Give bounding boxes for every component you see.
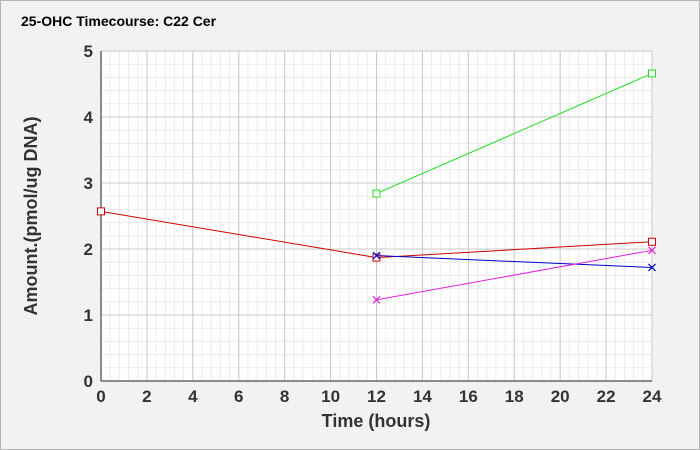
data-point-marker <box>648 69 656 78</box>
data-point-marker <box>648 263 656 272</box>
x-tick-label: 6 <box>234 387 243 406</box>
series-1 <box>97 207 656 262</box>
axes <box>100 51 652 382</box>
series-layer <box>97 69 656 304</box>
x-tick-label: 2 <box>142 387 151 406</box>
data-point-marker <box>372 251 381 260</box>
y-tick-label: 4 <box>84 108 94 127</box>
y-tick-label: 3 <box>84 174 93 193</box>
series-3 <box>372 251 656 272</box>
y-tick-label: 2 <box>84 240 93 259</box>
x-tick-label: 18 <box>505 387 524 406</box>
x-tick-labels: 0 2 4 6 8 10 12 14 16 18 20 22 24 <box>96 387 662 406</box>
series-line <box>376 255 653 268</box>
data-point-marker <box>372 189 381 198</box>
x-tick-label: 8 <box>280 387 289 406</box>
y-tick-labels: 0 1 2 3 4 5 <box>84 42 94 391</box>
x-tick-label: 0 <box>96 387 105 406</box>
x-tick-label: 16 <box>459 387 478 406</box>
y-tick-label: 1 <box>84 306 93 325</box>
series-4 <box>372 246 656 304</box>
x-tick-label: 4 <box>188 387 198 406</box>
y-tick-label: 5 <box>84 42 93 61</box>
data-point-marker <box>372 295 381 304</box>
data-point-marker <box>372 253 381 262</box>
x-tick-label: 12 <box>367 387 386 406</box>
chart-title: 25-OHC Timecourse: C22 Cer <box>21 13 217 29</box>
x-tick-label: 10 <box>321 387 340 406</box>
data-point-marker <box>648 246 656 255</box>
series-2 <box>372 69 656 198</box>
y-tick-label: 0 <box>84 372 93 391</box>
x-tick-label: 20 <box>551 387 570 406</box>
x-tick-label: 14 <box>413 387 432 406</box>
data-point-marker <box>97 207 105 216</box>
series-line <box>376 249 653 301</box>
x-tick-label: 24 <box>643 387 662 406</box>
series-line <box>376 72 653 195</box>
x-tick-label: 22 <box>597 387 616 406</box>
y-axis-label: Amount.(pmol/ug DNA) <box>21 117 41 316</box>
data-point-marker <box>648 237 656 246</box>
x-axis-label: Time (hours) <box>322 411 431 431</box>
